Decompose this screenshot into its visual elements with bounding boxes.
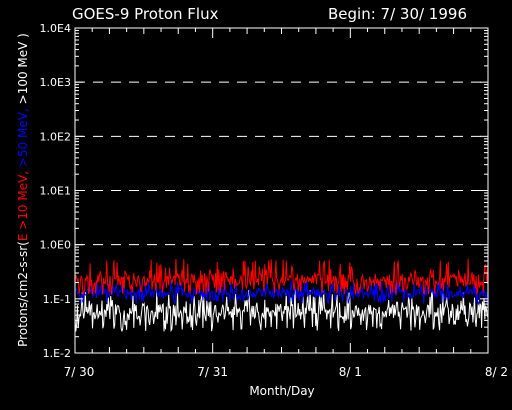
y-axis-label-part: Protons/cm2-s-sr( [16, 241, 30, 347]
y-tick-label: 1.0E3 [40, 76, 71, 89]
x-tick-label: 7/ 30 [64, 365, 95, 379]
y-tick-label: 1.0E1 [40, 185, 71, 198]
series-line [74, 289, 489, 333]
series-line [74, 258, 489, 296]
y-axis-label-part: >100 MeV ) [16, 33, 30, 104]
y-axis-label-part: >50 MeV, [16, 104, 30, 167]
series-line [74, 279, 489, 306]
x-tick-label: 8/ 2 [485, 365, 508, 379]
y-tick-label: 1.0E2 [40, 130, 71, 143]
gridlines [75, 81, 488, 246]
y-tick-label: 1.0E4 [40, 22, 71, 35]
y-axis: 1.E-2 1.E-1 1.0E0 1.0E1 1.0E2 1.0E3 1.0E4 [40, 22, 488, 360]
x-tick-label: 7/ 31 [197, 365, 228, 379]
x-axis: 7/ 30 7/ 31 8/ 1 8/ 2 [64, 28, 508, 379]
x-axis-label: Month/Day [249, 384, 314, 398]
y-tick-label: 1.E-1 [43, 293, 71, 306]
y-tick-label: 1.E-2 [43, 347, 71, 360]
y-axis-label: Protons/cm2-s-sr(E >10 MeV, >50 MeV, >10… [16, 33, 30, 347]
chart-title: GOES-9 Proton Flux [72, 5, 219, 23]
x-tick-label: 8/ 1 [339, 365, 362, 379]
y-axis-label-part: E >10 MeV, [16, 167, 30, 241]
y-tick-label: 1.0E0 [40, 239, 71, 252]
chart-begin-date: Begin: 7/ 30/ 1996 [328, 5, 467, 23]
data-series [74, 258, 489, 333]
